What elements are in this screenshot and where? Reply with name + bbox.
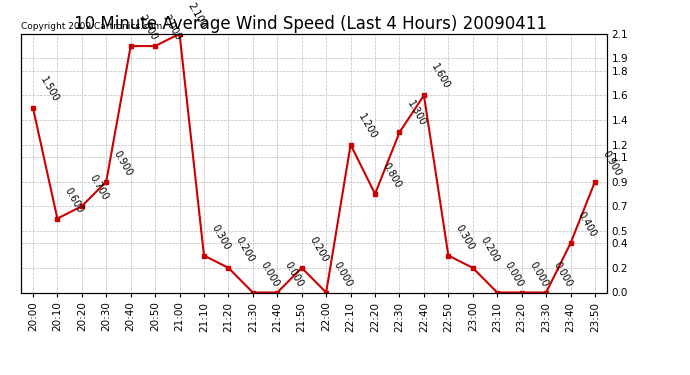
Text: 0.200: 0.200	[307, 235, 330, 264]
Text: 0.400: 0.400	[576, 210, 598, 239]
Text: 0.000: 0.000	[259, 260, 281, 288]
Text: 0.900: 0.900	[112, 148, 134, 177]
Text: 0.600: 0.600	[63, 186, 86, 214]
Text: 0.800: 0.800	[381, 161, 403, 190]
Text: 0.000: 0.000	[552, 260, 574, 288]
Text: 0.200: 0.200	[478, 235, 501, 264]
Text: 0.000: 0.000	[503, 260, 525, 288]
Text: 0.900: 0.900	[600, 148, 623, 177]
Text: 0.300: 0.300	[210, 222, 232, 251]
Text: 1.300: 1.300	[405, 99, 427, 128]
Text: Copyright 2009 Cartronics.com: Copyright 2009 Cartronics.com	[21, 22, 162, 31]
Text: 0.700: 0.700	[88, 173, 110, 202]
Text: 1.500: 1.500	[39, 75, 61, 104]
Text: 2.000: 2.000	[136, 13, 159, 42]
Text: 0.200: 0.200	[234, 235, 257, 264]
Text: 0.000: 0.000	[283, 260, 305, 288]
Text: 0.300: 0.300	[454, 222, 476, 251]
Text: 10 Minute Average Wind Speed (Last 4 Hours) 20090411: 10 Minute Average Wind Speed (Last 4 Hou…	[74, 15, 547, 33]
Text: 0.000: 0.000	[527, 260, 550, 288]
Text: 2.100: 2.100	[185, 1, 208, 30]
Text: 2.000: 2.000	[161, 13, 183, 42]
Text: 1.200: 1.200	[356, 111, 379, 141]
Text: 1.600: 1.600	[429, 62, 452, 91]
Text: 0.000: 0.000	[332, 260, 354, 288]
